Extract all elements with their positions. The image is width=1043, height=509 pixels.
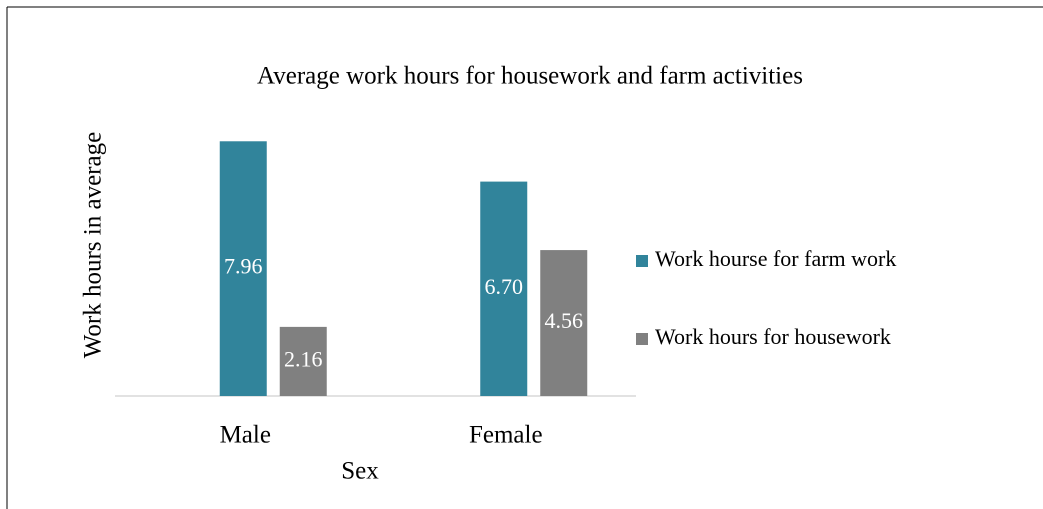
data-label: 4.56 xyxy=(545,308,584,333)
chart-title: Average work hours for housework and far… xyxy=(257,63,803,90)
legend-label: Work hourse for farm work xyxy=(655,246,896,271)
x-tick-label: Male xyxy=(220,422,271,449)
data-label: 6.70 xyxy=(485,274,524,299)
data-label: 2.16 xyxy=(284,346,323,371)
x-tick-label: Female xyxy=(469,422,543,449)
x-axis-label: Sex xyxy=(341,458,379,485)
bar xyxy=(480,181,528,396)
y-axis-label: Work hours in average xyxy=(80,132,107,358)
legend-swatch xyxy=(636,255,648,267)
bar xyxy=(219,141,267,396)
bar xyxy=(540,250,588,396)
bar xyxy=(279,326,327,396)
legend-label: Work hours for housework xyxy=(655,324,891,349)
data-label: 7.96 xyxy=(224,254,263,279)
legend-swatch xyxy=(636,333,648,345)
